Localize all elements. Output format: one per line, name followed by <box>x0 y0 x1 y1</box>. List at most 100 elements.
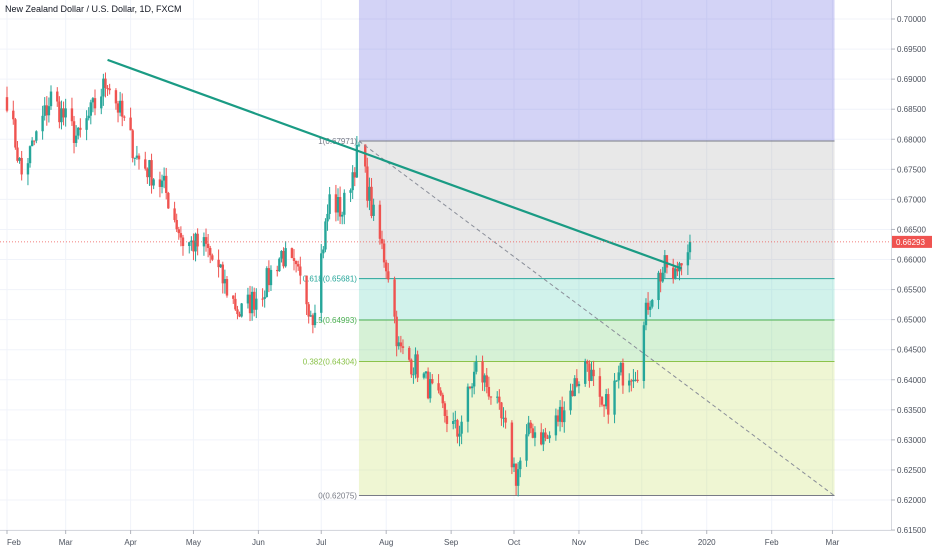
candle-body <box>307 304 310 317</box>
candle-body <box>62 108 65 118</box>
candle-body <box>607 394 610 415</box>
candle-body <box>661 272 664 282</box>
candle-body <box>135 155 139 158</box>
candle-body <box>263 296 266 299</box>
candle-body <box>16 147 19 161</box>
candle-body <box>542 432 545 445</box>
fib-label-0.618: 0.618(0.65681) <box>303 275 358 284</box>
y-tick-label: 0.70000 <box>897 15 926 24</box>
candle-body <box>569 390 572 411</box>
candle-body <box>563 410 566 423</box>
candle-body <box>500 402 503 419</box>
candle-body <box>604 394 608 407</box>
candle-body <box>519 460 522 470</box>
candle-body <box>194 233 197 252</box>
fibonacci-retracement[interactable]: 1(0.67971) 0.618(0.65681) 0.5(0.64993) 0.38… <box>303 0 835 500</box>
candle-body <box>674 268 677 279</box>
candle-body <box>206 243 210 248</box>
candle-body <box>422 373 426 378</box>
candle-body <box>196 233 199 247</box>
time-axis[interactable]: Feb Mar Apr May Jun Jul Aug Sep Oct Nov Dec 2020 Feb… <box>0 530 891 550</box>
candle-body <box>533 432 537 438</box>
candle-body <box>77 127 80 136</box>
candle-body <box>202 237 206 247</box>
candle-body <box>26 163 30 175</box>
candle-body <box>116 103 120 113</box>
y-tick-label: 0.66500 <box>897 225 926 234</box>
candlesticks <box>5 72 692 497</box>
candle-body <box>336 197 340 213</box>
y-tick-label: 0.63000 <box>897 436 926 445</box>
candle-body <box>472 371 476 387</box>
candle-body <box>30 140 34 147</box>
candle-body <box>630 380 633 382</box>
candle-body <box>540 432 543 445</box>
candle-body <box>372 204 375 216</box>
candle-body <box>72 121 76 143</box>
candle-body <box>334 194 338 213</box>
candle-body <box>408 347 411 360</box>
candle-body <box>49 91 53 107</box>
candle-body <box>219 264 222 268</box>
candle-body <box>64 108 67 118</box>
candle-body <box>238 314 241 317</box>
y-tick-label: 0.67500 <box>897 165 926 174</box>
candle-body <box>150 160 153 186</box>
candle-body <box>211 255 214 260</box>
price-axis[interactable]: 0.70000 0.69500 0.69000 0.68500 0.68000 0.675… <box>891 0 932 550</box>
candle-body <box>297 264 300 267</box>
fib-trend-dashed-line[interactable] <box>358 140 835 497</box>
fib-zone-0.5 <box>358 320 835 362</box>
candle-body <box>680 263 683 266</box>
candle-body <box>114 90 118 104</box>
candle-body <box>644 302 648 326</box>
candle-body <box>588 363 591 381</box>
y-tick-label: 0.62000 <box>897 496 926 505</box>
fib-label-1: 1(0.67971) <box>318 137 357 146</box>
candle-body <box>395 316 398 347</box>
y-tick-label: 0.67000 <box>897 195 926 204</box>
candle-body <box>458 433 461 437</box>
trend-line[interactable] <box>107 58 682 270</box>
candle-body <box>60 108 63 123</box>
candle-body <box>600 396 604 405</box>
candle-body <box>544 432 547 438</box>
y-tick-label: 0.65500 <box>897 286 926 295</box>
candle-body <box>175 219 178 230</box>
candle-body <box>613 380 616 415</box>
candle-body <box>636 379 639 381</box>
candle-body <box>560 406 564 423</box>
candle-body <box>177 229 180 234</box>
candle-body <box>267 268 271 286</box>
candle-body <box>651 300 654 307</box>
candle-body <box>502 417 505 419</box>
candle-body <box>284 248 287 267</box>
fib-label-0.5: 0.5(0.64993) <box>312 316 358 325</box>
candle-body <box>380 238 384 244</box>
x-tick-label: Nov <box>572 538 586 547</box>
candle-body <box>261 298 264 300</box>
candle-body <box>546 437 549 439</box>
candle-body <box>441 394 444 404</box>
candle-body <box>510 422 514 468</box>
last-price-label: 0.66293 <box>896 238 925 247</box>
x-tick-label: Jul <box>316 538 326 547</box>
drawing-lines[interactable] <box>0 58 891 497</box>
candle-body <box>489 396 493 398</box>
candle-body <box>525 434 528 461</box>
candle-body <box>221 264 224 284</box>
candle-body <box>79 127 82 130</box>
candle-body <box>424 371 428 374</box>
chart-title: New Zealand Dollar / U.S. Dollar, 1D, FX… <box>5 4 182 14</box>
y-tick-label: 0.62500 <box>897 466 926 475</box>
candle-body <box>460 421 463 434</box>
candle-body <box>137 155 141 160</box>
candle-body <box>5 97 9 111</box>
last-price-badge <box>892 235 932 248</box>
candle-body <box>104 78 107 88</box>
candle-body <box>311 315 315 326</box>
candle-body <box>514 463 518 486</box>
candle-body <box>190 240 193 243</box>
x-tick-label: Feb <box>7 538 21 547</box>
